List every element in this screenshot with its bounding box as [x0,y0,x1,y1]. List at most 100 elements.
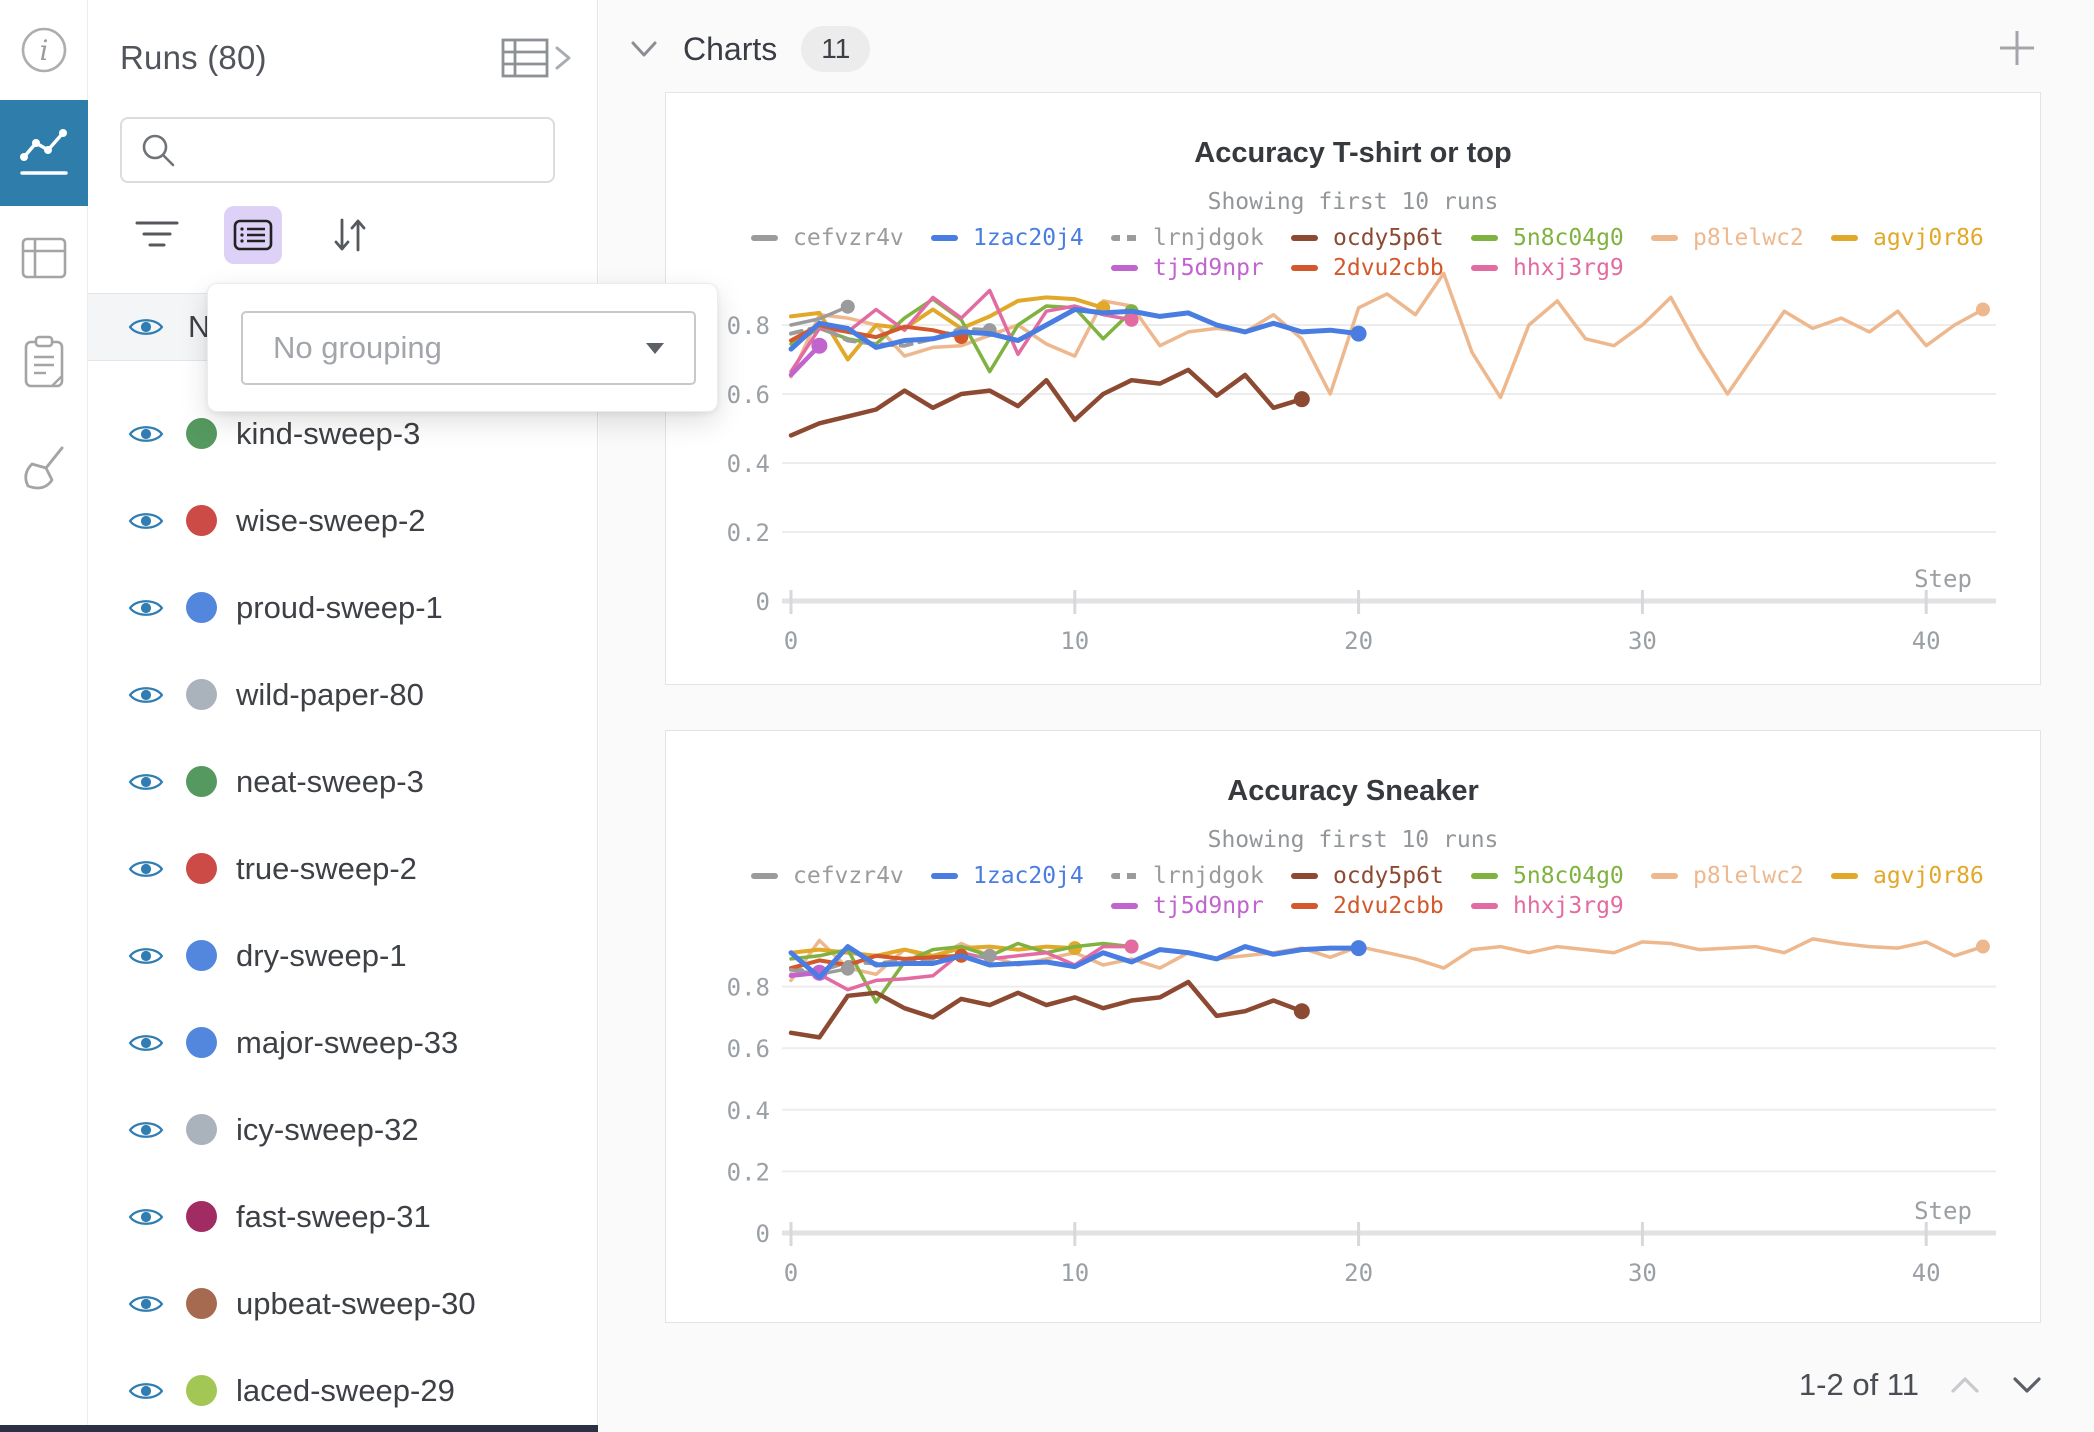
series-end-dot-p8lelwc2 [1975,302,1990,317]
legend-item-lrnjdgok[interactable]: lrnjdgok [1111,861,1291,891]
grouping-select[interactable]: No grouping [241,311,696,385]
run-color-dot [186,1375,217,1406]
legend-label: 2dvu2cbb [1333,255,1444,281]
legend-item-1zac20j4[interactable]: 1zac20j4 [931,223,1111,253]
legend-item-agvj0r86[interactable]: agvj0r86 [1831,223,2011,253]
run-color-dot [186,592,217,623]
runs-table-tab[interactable] [0,214,88,302]
sort-button[interactable] [320,206,378,264]
series-end-dot-ocdy5p6t [1293,391,1310,408]
legend-item-ocdy5p6t[interactable]: ocdy5p6t [1291,223,1471,253]
eye-visible-icon[interactable] [128,508,164,534]
series-end-dot-tj5d9npr [811,337,828,354]
legend-item-1zac20j4[interactable]: 1zac20j4 [931,861,1111,891]
pagination-prev-button[interactable] [1949,1375,1981,1395]
sweeps-tab[interactable] [0,424,88,512]
legend-item-5n8c04g0[interactable]: 5n8c04g0 [1471,223,1651,253]
svg-text:0: 0 [756,588,770,616]
svg-text:30: 30 [1628,627,1657,655]
chart-title: Accuracy Sneaker [1227,775,1479,807]
run-row[interactable]: neat-sweep-3 [88,738,598,825]
run-row[interactable]: upbeat-sweep-30 [88,1260,598,1347]
eye-visible-icon[interactable] [128,1030,164,1056]
eye-visible-icon[interactable] [128,1204,164,1230]
legend-item-5n8c04g0[interactable]: 5n8c04g0 [1471,861,1651,891]
pagination-next-button[interactable] [2011,1375,2043,1395]
legend-item-hhxj3rg9[interactable]: hhxj3rg9 [1471,253,1651,283]
eye-visible-icon[interactable] [128,943,164,969]
eye-visible-icon[interactable] [128,769,164,795]
runs-panel-title: Runs (80) [120,39,267,76]
legend-swatch [1291,903,1318,909]
chart-subtitle: Showing first 10 runs [1207,189,1499,215]
legend-item-agvj0r86[interactable]: agvj0r86 [1831,861,2011,891]
eye-visible-icon[interactable] [128,856,164,882]
legend-item-tj5d9npr[interactable]: tj5d9npr [1111,891,1291,921]
run-row[interactable]: fast-sweep-31 [88,1173,598,1260]
run-row[interactable]: kind-sweep-3 [88,390,598,477]
legend-swatch [1471,903,1498,909]
expand-run-table-button[interactable] [499,34,577,82]
eye-visible-icon[interactable] [128,1291,164,1317]
legend-item-cefvzr4v[interactable]: cefvzr4v [751,861,931,891]
legend-item-2dvu2cbb[interactable]: 2dvu2cbb [1291,253,1471,283]
legend-label: 1zac20j4 [973,225,1084,251]
legend-swatch [931,873,958,879]
info-button[interactable]: i [0,6,88,94]
legend-item-hhxj3rg9[interactable]: hhxj3rg9 [1471,891,1651,921]
svg-text:0.2: 0.2 [727,1158,770,1186]
chart-title: Accuracy T-shirt or top [1194,137,1512,169]
legend-swatch [1291,265,1318,271]
group-view-button[interactable] [224,206,282,264]
eye-visible-icon[interactable] [128,682,164,708]
run-row[interactable]: proud-sweep-1 [88,564,598,651]
charts-section-title: Charts [683,30,778,67]
run-row[interactable]: true-sweep-2 [88,825,598,912]
workspace-tab-charts[interactable] [0,100,88,206]
info-icon: i [21,27,67,73]
series-line-2dvu2cbb [789,953,964,971]
run-row[interactable]: wise-sweep-2 [88,477,598,564]
filter-button[interactable] [128,206,186,264]
legend-item-p8lelwc2[interactable]: p8lelwc2 [1651,223,1831,253]
legend-item-ocdy5p6t[interactable]: ocdy5p6t [1291,861,1471,891]
run-row[interactable]: major-sweep-33 [88,999,598,1086]
run-row[interactable]: icy-sweep-32 [88,1086,598,1173]
eye-visible-icon[interactable] [128,421,164,447]
series-line-ocdy5p6t [788,979,1305,1040]
run-color-dot [186,418,217,449]
grouping-select-value: No grouping [273,330,442,365]
run-row[interactable]: laced-sweep-29 [88,1347,598,1429]
legend-item-p8lelwc2[interactable]: p8lelwc2 [1651,861,1831,891]
run-row[interactable]: dry-sweep-1 [88,912,598,999]
runs-search-input[interactable] [190,119,553,181]
run-name-label: icy-sweep-32 [236,1111,419,1147]
svg-text:0: 0 [784,1259,798,1287]
chart-panel-accuracy-tshirt[interactable]: Accuracy T-shirt or top Showing first 10… [665,92,2041,685]
charts-area: Charts 11 Accuracy T-shirt or top Showin… [599,0,2094,1432]
run-name-label: dry-sweep-1 [236,937,407,973]
series-line-agvj0r86 [789,295,1106,362]
notes-tab[interactable] [0,318,88,406]
legend-swatch [1651,873,1678,879]
legend-item-cefvzr4v[interactable]: cefvzr4v [751,223,931,253]
svg-text:0.4: 0.4 [727,1097,770,1125]
legend-label: p8lelwc2 [1693,863,1804,889]
bottom-bar [0,1425,598,1432]
run-row[interactable]: wild-paper-80 [88,651,598,738]
chart-panel-accuracy-sneaker[interactable]: Accuracy Sneaker Showing first 10 runs c… [665,730,2041,1323]
svg-text:20: 20 [1344,627,1373,655]
eye-visible-icon[interactable] [128,314,164,340]
legend-item-tj5d9npr[interactable]: tj5d9npr [1111,253,1291,283]
eye-visible-icon[interactable] [128,1378,164,1404]
chevron-down-icon[interactable] [629,38,659,60]
legend-swatch [1291,235,1318,241]
legend-item-lrnjdgok[interactable]: lrnjdgok [1111,223,1291,253]
eye-visible-icon[interactable] [128,314,164,340]
eye-visible-icon[interactable] [128,1117,164,1143]
legend-item-2dvu2cbb[interactable]: 2dvu2cbb [1291,891,1471,921]
eye-visible-icon[interactable] [128,595,164,621]
run-name-label: fast-sweep-31 [236,1198,431,1234]
add-panel-button[interactable] [1991,22,2043,74]
run-name-label: wise-sweep-2 [236,502,426,538]
